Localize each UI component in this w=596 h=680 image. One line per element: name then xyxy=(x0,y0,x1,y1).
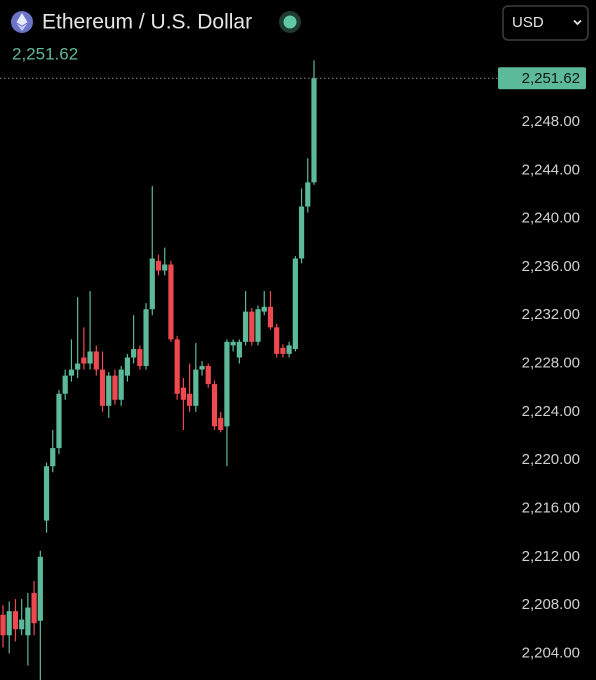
y-tick-label: 2,224.00 xyxy=(522,403,580,420)
status-dot xyxy=(283,15,297,29)
chart-title: Ethereum / U.S. Dollar xyxy=(42,11,252,34)
candle-body xyxy=(193,369,199,406)
currency-label[interactable]: USD xyxy=(512,14,544,31)
candle-body xyxy=(280,347,286,354)
candle-body xyxy=(249,311,255,342)
eth-icon xyxy=(11,11,33,33)
candle-body xyxy=(106,375,112,406)
candle-body xyxy=(242,311,249,342)
candle-body xyxy=(43,466,50,521)
candle-body xyxy=(112,375,118,400)
y-tick-label: 2,228.00 xyxy=(522,355,580,372)
candle-body xyxy=(274,327,280,354)
candle-body xyxy=(137,349,143,366)
candle-body xyxy=(230,341,236,346)
y-tick-label: 2,240.00 xyxy=(522,210,580,227)
candle-body xyxy=(187,393,193,406)
candle-body xyxy=(6,611,12,636)
candle-body xyxy=(0,614,6,636)
candle-body xyxy=(50,448,56,467)
candle-body xyxy=(118,369,124,400)
candle-body xyxy=(93,351,99,370)
candle-body xyxy=(305,182,311,207)
candle-body xyxy=(292,258,298,350)
y-tick-label: 2,212.00 xyxy=(522,548,580,565)
candle-body xyxy=(56,393,62,449)
candle-body xyxy=(19,619,25,630)
y-tick-label: 2,208.00 xyxy=(522,596,580,613)
header-price: 2,251.62 xyxy=(12,44,78,63)
y-tick-label: 2,216.00 xyxy=(522,499,580,516)
candle-body xyxy=(124,357,130,376)
candle-body xyxy=(162,264,168,271)
last-price-tag xyxy=(498,67,586,90)
candle-body xyxy=(75,363,81,370)
candle-body xyxy=(311,78,317,183)
candle-body xyxy=(12,611,19,630)
plot-area: 2,204.00 2,208.00 2,212.00 2,216.00 2,220.00… xyxy=(0,60,586,680)
y-tick-label: 2,244.00 xyxy=(522,161,580,178)
y-tick-label: 2,248.00 xyxy=(522,113,580,130)
candle-body xyxy=(68,369,75,376)
candle-body xyxy=(37,556,43,621)
candle-body xyxy=(81,357,87,364)
candle-body xyxy=(205,365,211,385)
candle-body xyxy=(143,309,149,366)
candle-body xyxy=(199,365,205,370)
candle-body xyxy=(211,384,218,427)
y-tick-label: 2,204.00 xyxy=(522,644,580,661)
candle-body xyxy=(236,341,242,358)
candle-body xyxy=(174,339,180,394)
candle-body xyxy=(155,260,162,271)
candle-body xyxy=(180,387,186,400)
candle-body xyxy=(218,417,224,430)
candle-body xyxy=(87,351,93,364)
candle-body xyxy=(62,375,68,394)
candle-body xyxy=(255,309,261,342)
y-tick-label: 2,236.00 xyxy=(522,258,580,275)
candle-body xyxy=(25,607,31,636)
candle-body xyxy=(99,369,106,406)
candle-body xyxy=(168,264,174,340)
candle-body xyxy=(261,306,267,312)
currency-select[interactable]: USD xyxy=(502,5,589,41)
candle-body xyxy=(224,341,230,427)
y-tick-label: 2,232.00 xyxy=(522,306,580,323)
y-tick-label: 2,220.00 xyxy=(522,451,580,468)
last-price-label: 2,251.62 xyxy=(522,70,580,87)
candle-body xyxy=(149,258,155,310)
candle-body xyxy=(31,593,37,624)
candle-body xyxy=(286,345,292,354)
candle-body xyxy=(298,206,305,259)
candle-body xyxy=(131,349,137,358)
candle-body xyxy=(267,306,274,328)
